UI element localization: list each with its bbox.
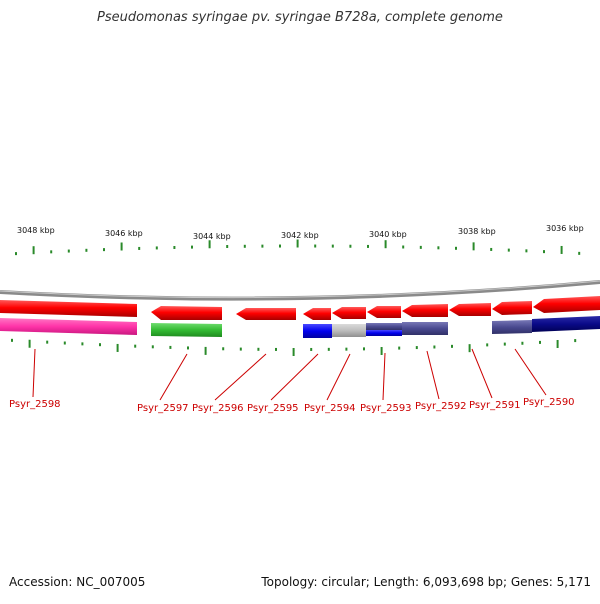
connector-psyr-2595: [270, 353, 319, 401]
gene-arrow-psyr-2597[interactable]: [151, 306, 222, 320]
connector-psyr-2591: [471, 348, 493, 399]
gene-block-pink[interactable]: [0, 318, 137, 335]
kbp-label: 3048 kbp: [17, 226, 55, 235]
kbp-label: 3042 kbp: [281, 231, 319, 240]
gene-label-connectors: [32, 348, 547, 401]
gene-block-slate-right[interactable]: [492, 320, 532, 334]
gene-arrow-psyr-2592[interactable]: [402, 304, 448, 317]
kbp-label: 3046 kbp: [105, 229, 143, 238]
upper-tick-row: [15, 239, 581, 256]
map-title: Pseudomonas syringae pv. syringae B728a,…: [97, 10, 503, 25]
connector-psyr-2596: [214, 353, 267, 401]
gene-track-outer: [0, 296, 600, 320]
lower-tick-row: [11, 338, 577, 356]
connector-psyr-2593: [382, 352, 386, 401]
gene-arrow-psyr-2598[interactable]: [0, 300, 137, 317]
gene-block-blue[interactable]: [303, 324, 332, 338]
connector-psyr-2597: [159, 353, 188, 401]
genome-backbone-arc: [0, 280, 600, 301]
gene-block-grey[interactable]: [332, 324, 366, 337]
kbp-label: 3044 kbp: [193, 232, 231, 241]
kbp-label: 3036 kbp: [546, 224, 584, 233]
gene-label-psyr-2597[interactable]: Psyr_2597: [137, 403, 189, 414]
connector-psyr-2590: [514, 348, 547, 396]
gene-arrow-psyr-2596[interactable]: [236, 308, 296, 320]
gene-arrow-psyr-2590[interactable]: [492, 301, 532, 315]
kbp-label: 3038 kbp: [458, 227, 496, 236]
gene-label-psyr-2594[interactable]: Psyr_2594: [304, 403, 356, 414]
gene-arrow-psyr-2595[interactable]: [303, 308, 331, 320]
gene-arrow-psyr-2589[interactable]: [533, 296, 600, 313]
gene-label-psyr-2592[interactable]: Psyr_2592: [415, 401, 467, 412]
genome-backbone-highlight: [0, 280, 600, 299]
gene-arrow-psyr-2594[interactable]: [332, 307, 366, 319]
connector-psyr-2598: [32, 348, 36, 398]
gene-block-navy[interactable]: [532, 316, 600, 332]
kbp-label: 3040 kbp: [369, 230, 407, 239]
gene-label-psyr-2596[interactable]: Psyr_2596: [192, 403, 244, 414]
connector-psyr-2592: [426, 350, 440, 400]
gene-block-slate-top[interactable]: [366, 323, 402, 330]
gene-label-psyr-2595[interactable]: Psyr_2595: [247, 403, 299, 414]
gene-label-psyr-2590[interactable]: Psyr_2590: [523, 397, 575, 408]
connector-psyr-2594: [326, 353, 351, 401]
gene-block-slate[interactable]: [402, 322, 448, 335]
gene-label-psyr-2598[interactable]: Psyr_2598: [9, 399, 61, 410]
gene-block-blue-bottom[interactable]: [366, 330, 402, 336]
gene-labels: Psyr_2598 Psyr_2597 Psyr_2596 Psyr_2595 …: [9, 397, 575, 414]
gene-track-inner: [0, 316, 600, 338]
gene-label-psyr-2593[interactable]: Psyr_2593: [360, 403, 412, 414]
gene-arrow-psyr-2591[interactable]: [449, 303, 491, 316]
gene-label-psyr-2591[interactable]: Psyr_2591: [469, 400, 521, 411]
gene-arrow-psyr-2593[interactable]: [367, 306, 401, 318]
genome-summary-text: Topology: circular; Length: 6,093,698 bp…: [261, 575, 591, 589]
kbp-scale: 3048 kbp 3046 kbp 3044 kbp 3042 kbp 3040…: [17, 224, 584, 241]
gene-block-green[interactable]: [151, 323, 222, 337]
accession-text: Accession: NC_007005: [9, 575, 146, 589]
